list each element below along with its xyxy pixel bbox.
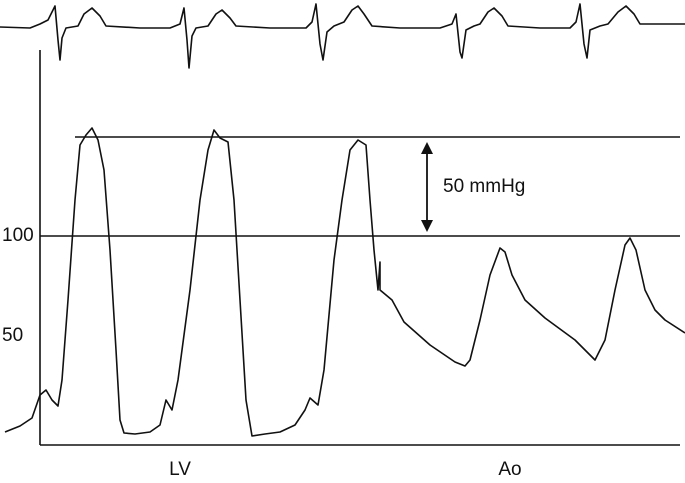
pressure-line xyxy=(4,127,685,437)
region-label: Ao xyxy=(498,459,521,480)
annotation: 50 mmHg xyxy=(443,176,525,197)
ecg-trace xyxy=(0,3,685,69)
region-label: LV xyxy=(169,459,191,480)
y-tick-label: 50 xyxy=(2,325,23,346)
y-tick-label: 100 xyxy=(2,225,34,246)
